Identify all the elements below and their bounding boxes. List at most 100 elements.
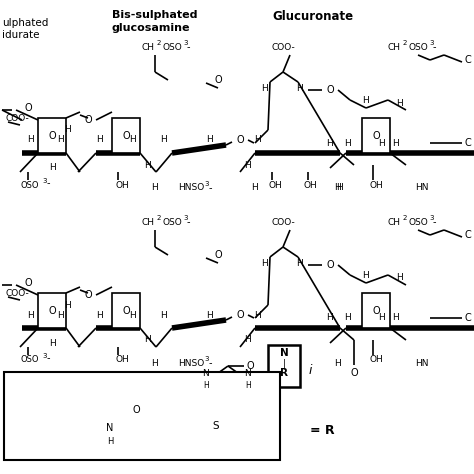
Text: 2: 2 xyxy=(157,215,161,221)
Text: 2: 2 xyxy=(403,215,407,221)
Text: OSO: OSO xyxy=(163,43,183,52)
Text: N: N xyxy=(280,348,288,358)
Text: OH: OH xyxy=(303,181,317,190)
Text: H: H xyxy=(207,310,213,319)
Text: H: H xyxy=(397,273,403,283)
Text: H: H xyxy=(252,183,258,192)
Text: OH: OH xyxy=(115,356,129,365)
Text: COO-: COO- xyxy=(5,113,29,122)
Bar xyxy=(112,293,140,328)
Text: O: O xyxy=(246,361,254,371)
Bar xyxy=(112,118,140,153)
Bar xyxy=(38,293,66,328)
Bar xyxy=(362,293,390,328)
Text: O: O xyxy=(48,131,56,141)
Bar xyxy=(362,118,390,153)
Text: OSO: OSO xyxy=(409,218,429,227)
Text: H: H xyxy=(345,138,351,147)
Text: H: H xyxy=(392,313,400,322)
Text: 3: 3 xyxy=(183,40,188,46)
Text: O: O xyxy=(132,405,140,415)
Text: H: H xyxy=(152,183,158,192)
Text: CH: CH xyxy=(388,43,401,52)
Text: O: O xyxy=(372,306,380,316)
Text: HN: HN xyxy=(415,183,428,192)
Text: H: H xyxy=(97,136,103,145)
Text: H: H xyxy=(392,138,400,147)
Text: H: H xyxy=(245,382,251,391)
Text: idurate: idurate xyxy=(2,30,39,40)
Text: O: O xyxy=(122,131,130,141)
Text: H: H xyxy=(56,136,64,145)
Text: ulphated: ulphated xyxy=(2,18,48,28)
Text: H: H xyxy=(49,164,55,173)
Text: O: O xyxy=(236,135,244,145)
Text: CH: CH xyxy=(388,218,401,227)
Text: O: O xyxy=(214,250,222,260)
Text: H: H xyxy=(255,310,261,319)
Text: -: - xyxy=(186,42,190,52)
Text: OSO: OSO xyxy=(20,181,38,190)
Text: O: O xyxy=(84,290,92,300)
Text: H: H xyxy=(245,161,251,170)
Text: H: H xyxy=(203,382,209,391)
Text: OSO: OSO xyxy=(163,218,183,227)
Text: HNSO: HNSO xyxy=(178,183,204,192)
Text: -: - xyxy=(432,217,436,227)
Text: H: H xyxy=(64,126,72,135)
Text: HN: HN xyxy=(415,358,428,367)
Text: R: R xyxy=(280,368,288,378)
Text: 2: 2 xyxy=(157,40,161,46)
Text: H: H xyxy=(129,310,137,319)
Text: H: H xyxy=(255,136,261,145)
Text: O: O xyxy=(214,75,222,85)
Text: CH: CH xyxy=(142,218,155,227)
Text: H: H xyxy=(327,313,333,322)
Text: 3: 3 xyxy=(429,215,434,221)
Text: -: - xyxy=(46,353,50,363)
Text: H: H xyxy=(379,138,385,147)
Text: -: - xyxy=(208,358,212,368)
Text: -: - xyxy=(208,183,212,193)
Text: 3: 3 xyxy=(429,40,434,46)
Text: H: H xyxy=(129,136,137,145)
Text: H: H xyxy=(152,358,158,367)
Text: C: C xyxy=(465,55,471,65)
Text: 3: 3 xyxy=(204,181,209,187)
Text: H: H xyxy=(335,358,341,367)
Text: OSO: OSO xyxy=(20,356,38,365)
Text: C: C xyxy=(465,313,471,323)
Text: S: S xyxy=(213,421,219,431)
Text: 3: 3 xyxy=(183,215,188,221)
Text: H: H xyxy=(297,258,303,267)
Text: C: C xyxy=(465,138,471,148)
Text: glucosamine: glucosamine xyxy=(112,23,191,33)
Text: H: H xyxy=(262,83,268,92)
Text: -: - xyxy=(46,178,50,188)
Text: 3: 3 xyxy=(204,356,209,362)
Text: COO-: COO- xyxy=(271,218,295,227)
Text: OH: OH xyxy=(369,356,383,365)
Text: |: | xyxy=(283,359,286,369)
Text: H: H xyxy=(345,313,351,322)
Text: i: i xyxy=(308,365,312,377)
Text: N: N xyxy=(202,370,210,379)
Text: O: O xyxy=(372,131,380,141)
Text: H: H xyxy=(97,310,103,319)
Text: CH: CH xyxy=(142,43,155,52)
Text: 2: 2 xyxy=(403,40,407,46)
Text: H: H xyxy=(297,83,303,92)
Text: H: H xyxy=(56,310,64,319)
Text: O: O xyxy=(48,306,56,316)
Text: H: H xyxy=(207,136,213,145)
Text: H: H xyxy=(107,438,113,447)
Text: O: O xyxy=(236,310,244,320)
Text: H: H xyxy=(145,336,151,345)
Text: O: O xyxy=(24,103,32,113)
Text: 3: 3 xyxy=(42,178,46,184)
Text: O: O xyxy=(350,368,358,378)
Text: O: O xyxy=(84,115,92,125)
Text: N: N xyxy=(245,370,251,379)
Text: H: H xyxy=(327,138,333,147)
Text: O: O xyxy=(326,260,334,270)
